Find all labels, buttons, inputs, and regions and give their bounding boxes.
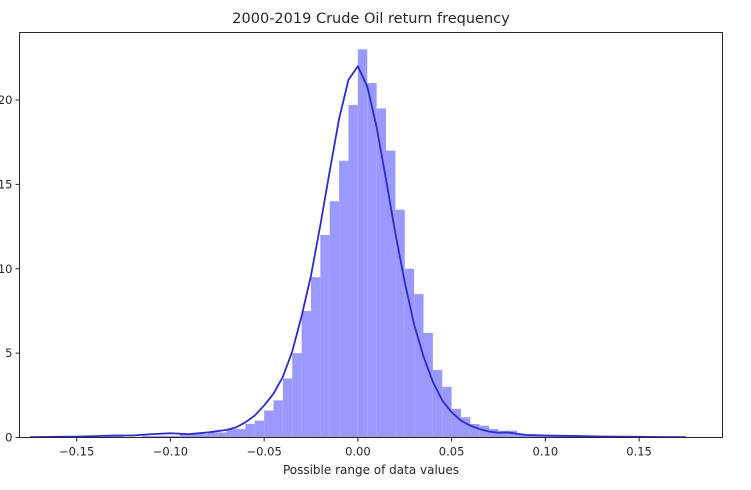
y-tick-label: 10 — [0, 262, 13, 276]
histogram-bar — [348, 105, 358, 438]
histogram-bars — [104, 49, 583, 438]
y-tick-label: 20 — [0, 93, 13, 107]
histogram-bar — [292, 353, 302, 438]
histogram-bar — [170, 435, 180, 438]
y-tick-label: 0 — [5, 431, 12, 445]
x-tick-label: −0.15 — [59, 445, 94, 459]
histogram-bar — [545, 435, 555, 438]
histogram-bar — [161, 435, 171, 438]
x-axis-ticks: −0.15 −0.10 −0.05 0.00 0.05 0.10 0.15 — [59, 437, 652, 459]
x-tick-label: 0.00 — [345, 445, 371, 459]
histogram-bar — [207, 432, 218, 438]
histogram-bar — [114, 435, 124, 438]
histogram-bar — [339, 160, 349, 438]
histogram-bar — [273, 400, 283, 438]
histogram-bar — [423, 332, 433, 438]
histogram-bar — [198, 434, 208, 438]
histogram-bar — [236, 429, 246, 438]
histogram-bar — [245, 424, 255, 438]
histogram-bar — [442, 386, 452, 438]
histogram-bar — [179, 434, 190, 438]
histogram-bar — [320, 235, 330, 438]
histogram-bar — [357, 49, 368, 438]
y-tick-label: 5 — [5, 346, 12, 360]
histogram-bar — [282, 378, 293, 438]
histogram-bar — [507, 430, 518, 438]
histogram-bar — [498, 430, 508, 438]
histogram-bar — [404, 268, 415, 438]
y-axis-ticks: 0 5 10 15 20 — [0, 93, 20, 445]
histogram-bar — [301, 310, 312, 438]
histogram-bar — [217, 432, 227, 438]
kde-curve — [29, 65, 686, 439]
histogram-bar — [376, 108, 386, 438]
histogram-bar — [517, 434, 527, 438]
y-tick-label: 15 — [0, 177, 13, 191]
histogram-bar — [479, 425, 490, 438]
histogram-bar — [414, 294, 424, 438]
histogram-bar — [489, 429, 499, 438]
x-tick-label: −0.10 — [153, 445, 188, 459]
x-axis-label: Possible range of data values — [283, 463, 459, 477]
x-tick-label: 0.05 — [439, 445, 465, 459]
histogram-bar — [432, 370, 443, 438]
histogram-bar — [535, 435, 546, 438]
histogram-bar — [395, 209, 405, 438]
histogram-bar — [385, 150, 396, 438]
histogram-bar — [151, 435, 162, 438]
histogram-bar — [470, 424, 480, 438]
x-tick-label: 0.10 — [533, 445, 559, 459]
histogram-bar — [226, 429, 237, 438]
chart-title: 2000-2019 Crude Oil return frequency — [232, 11, 510, 27]
histogram-bar — [264, 410, 274, 438]
histogram-bar — [311, 277, 321, 438]
x-tick-label: 0.15 — [626, 445, 652, 459]
histogram-bar — [254, 420, 265, 438]
histogram-bar — [329, 201, 340, 438]
histogram-bar — [460, 417, 471, 438]
histogram-bar — [104, 435, 115, 438]
plot-frame — [19, 32, 723, 438]
histogram-bar — [189, 434, 199, 438]
histogram-bar — [367, 83, 377, 438]
histogram-bar — [142, 435, 152, 438]
histogram-bar — [451, 408, 461, 438]
histogram-bar — [554, 435, 565, 438]
x-tick-label: −0.05 — [247, 445, 282, 459]
